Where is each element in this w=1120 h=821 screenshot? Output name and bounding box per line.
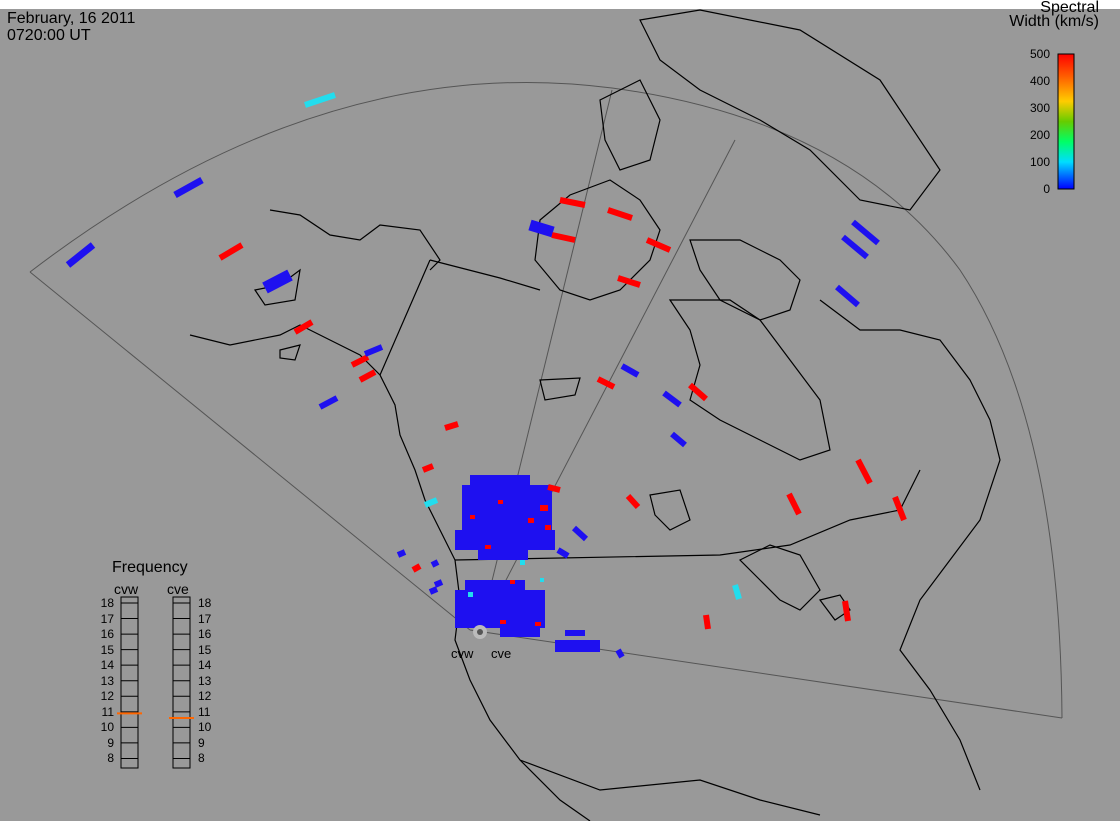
colorbar-title-line1: Spectral (1040, 0, 1099, 16)
echo-cluster-north (455, 475, 555, 560)
frequency-tick-label-right: 15 (198, 642, 212, 657)
top-strip (0, 0, 1120, 9)
colorbar-tick-label: 300 (1029, 101, 1050, 115)
frequency-tick-label-right: 12 (198, 689, 212, 704)
colorbar-tick-label: 100 (1029, 155, 1050, 169)
colorbar-gradient (1057, 53, 1075, 190)
frequency-tick-label-left: 9 (107, 735, 114, 750)
frequency-tick-label-left: 12 (100, 689, 114, 704)
coastlines (189, 9, 1001, 821)
frequency-tick-label-right: 13 (198, 673, 212, 688)
date-label: February, 16 2011 (7, 10, 136, 27)
colorbar-tick-label: 0 (1043, 182, 1050, 196)
colorbar-tick-label: 500 (1029, 47, 1050, 61)
time-label: 0720:00 UT (7, 27, 91, 44)
radar-label-cvw: cvw (451, 646, 474, 661)
frequency-tick-label-left: 17 (100, 611, 114, 626)
colorbar-title-line2: Width (km/s) (1009, 13, 1099, 30)
frequency-cvw-label: cvw (114, 581, 139, 597)
frequency-tick-label-right: 11 (198, 704, 211, 719)
cluster-speckles (468, 500, 551, 626)
frequency-gauge-ticks (121, 602, 190, 759)
frequency-title: Frequency (112, 559, 188, 576)
frequency-tick-label-right: 10 (198, 720, 212, 735)
frequency-tick-label-right: 18 (198, 596, 212, 610)
radar-label-cve: cve (491, 646, 512, 661)
frequency-tick-label-left: 16 (100, 627, 114, 642)
colorbar-tick-label: 200 (1029, 128, 1050, 142)
frequency-tick-label-left: 13 (100, 673, 114, 688)
frequency-tick-label-right: 16 (198, 627, 212, 642)
frequency-tick-label-right: 17 (198, 611, 212, 626)
frequency-tick-label-left: 11 (101, 704, 114, 719)
frequency-tick-label-left: 14 (100, 658, 114, 673)
echo-cluster-south (455, 580, 600, 652)
frequency-tick-label-left: 8 (107, 751, 114, 766)
frequency-tick-label-left: 18 (100, 596, 114, 610)
echo-segments (65, 92, 907, 659)
frequency-cve-label: cve (167, 581, 189, 597)
frequency-tick-label-right: 9 (198, 735, 205, 750)
colorbar-tick-label: 400 (1029, 74, 1050, 88)
frequency-tick-label-left: 10 (100, 720, 114, 735)
frequency-tick-label-left: 15 (100, 642, 114, 657)
frequency-gauges (120, 596, 191, 769)
frequency-tick-label-right: 8 (198, 751, 205, 766)
frequency-tick-label-right: 14 (198, 658, 212, 673)
